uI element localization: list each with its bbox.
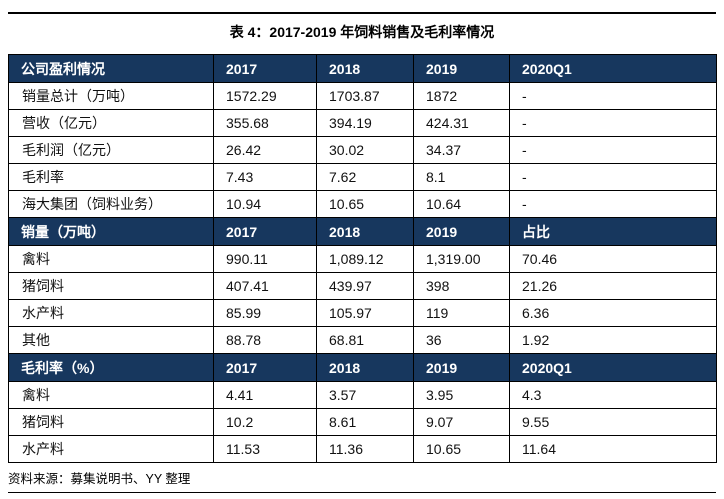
column-header: 销量（万吨） [8, 217, 214, 246]
table-row: 禽料 990.11 1,089.12 1,319.00 70.46 [8, 245, 717, 273]
table-cell: - [509, 163, 717, 191]
column-header: 2020Q1 [509, 353, 717, 382]
table-cell: 7.43 [213, 163, 317, 191]
section-header-row-volume: 销量（万吨） 2017 2018 2019 占比 [8, 217, 717, 246]
table-cell: 355.68 [213, 109, 317, 137]
table-cell: 10.65 [413, 435, 510, 463]
row-label: 猪饲料 [8, 408, 214, 436]
table-cell: 424.31 [413, 109, 510, 137]
column-header: 2017 [213, 217, 317, 246]
column-header: 2018 [316, 217, 414, 246]
table-cell: 11.36 [316, 435, 414, 463]
row-label: 禽料 [8, 245, 214, 273]
table-row: 猪饲料 10.2 8.61 9.07 9.55 [8, 408, 717, 436]
table-cell: 10.64 [413, 190, 510, 218]
table-cell: 9.07 [413, 408, 510, 436]
column-header: 2019 [413, 54, 510, 83]
column-header: 2017 [213, 54, 317, 83]
table-cell: 10.65 [316, 190, 414, 218]
column-header: 2020Q1 [509, 54, 717, 83]
table-cell: 21.26 [509, 272, 717, 300]
column-header: 公司盈利情况 [8, 54, 214, 83]
row-label: 销量总计（万吨） [8, 82, 214, 110]
table-row: 毛利润（亿元） 26.42 30.02 34.37 - [8, 136, 717, 164]
table-row: 水产料 11.53 11.36 10.65 11.64 [8, 435, 717, 463]
table-cell: - [509, 136, 717, 164]
table-cell: - [509, 109, 717, 137]
row-label: 毛利率 [8, 163, 214, 191]
table-cell: 1872 [413, 82, 510, 110]
table-cell: - [509, 82, 717, 110]
table-cell: 3.95 [413, 381, 510, 409]
row-label: 毛利润（亿元） [8, 136, 214, 164]
table-cell: 7.62 [316, 163, 414, 191]
column-header: 2019 [413, 217, 510, 246]
row-label: 水产料 [8, 299, 214, 327]
table-cell: 4.41 [213, 381, 317, 409]
column-header: 2018 [316, 54, 414, 83]
table-row: 猪饲料 407.41 439.97 398 21.26 [8, 272, 717, 300]
table-row: 禽料 4.41 3.57 3.95 4.3 [8, 381, 717, 409]
table-cell: 11.64 [509, 435, 717, 463]
table-cell: 36 [413, 326, 510, 354]
table-cell: 88.78 [213, 326, 317, 354]
table-cell: 4.3 [509, 381, 717, 409]
table-cell: 407.41 [213, 272, 317, 300]
table-row: 营收（亿元） 355.68 394.19 424.31 - [8, 109, 717, 137]
table-cell: 10.94 [213, 190, 317, 218]
row-label: 海大集团（饲料业务） [8, 190, 214, 218]
table-cell: 6.36 [509, 299, 717, 327]
table-cell: 10.2 [213, 408, 317, 436]
table-cell: 26.42 [213, 136, 317, 164]
table-cell: 1,089.12 [316, 245, 414, 273]
row-label: 其他 [8, 326, 214, 354]
table-cell: 439.97 [316, 272, 414, 300]
table-cell: 990.11 [213, 245, 317, 273]
table-cell: - [509, 190, 717, 218]
section-header-row-profit: 公司盈利情况 2017 2018 2019 2020Q1 [8, 54, 717, 83]
table-cell: 70.46 [509, 245, 717, 273]
table-cell: 3.57 [316, 381, 414, 409]
table-title: 表 4：2017-2019 年饲料销售及毛利率情况 [229, 24, 495, 40]
row-label: 水产料 [8, 435, 214, 463]
column-header: 占比 [509, 217, 717, 246]
table-row: 海大集团（饲料业务） 10.94 10.65 10.64 - [8, 190, 717, 218]
row-label: 禽料 [8, 381, 214, 409]
column-header: 2019 [413, 353, 510, 382]
column-header: 2018 [316, 353, 414, 382]
table-row: 其他 88.78 68.81 36 1.92 [8, 326, 717, 354]
table-row: 销量总计（万吨） 1572.29 1703.87 1872 - [8, 82, 717, 110]
column-header: 毛利率（%） [8, 353, 214, 382]
table-cell: 11.53 [213, 435, 317, 463]
table-cell: 119 [413, 299, 510, 327]
table-cell: 1703.87 [316, 82, 414, 110]
table-row: 水产料 85.99 105.97 119 6.36 [8, 299, 717, 327]
table-cell: 8.61 [316, 408, 414, 436]
section-header-row-margin: 毛利率（%） 2017 2018 2019 2020Q1 [8, 353, 717, 382]
table-cell: 105.97 [316, 299, 414, 327]
table-cell: 1,319.00 [413, 245, 510, 273]
column-header: 2017 [213, 353, 317, 382]
table-cell: 30.02 [316, 136, 414, 164]
source-note: 资料来源：募集说明书、YY 整理 [8, 472, 191, 486]
bottom-divider [8, 492, 716, 493]
feed-sales-table: 公司盈利情况 2017 2018 2019 2020Q1 销量总计（万吨） 15… [8, 54, 717, 463]
table-cell: 34.37 [413, 136, 510, 164]
table-cell: 398 [413, 272, 510, 300]
table-cell: 1572.29 [213, 82, 317, 110]
row-label: 猪饲料 [8, 272, 214, 300]
table-cell: 394.19 [316, 109, 414, 137]
table-cell: 8.1 [413, 163, 510, 191]
top-divider [8, 12, 716, 14]
row-label: 营收（亿元） [8, 109, 214, 137]
table-cell: 85.99 [213, 299, 317, 327]
table-cell: 68.81 [316, 326, 414, 354]
table-cell: 1.92 [509, 326, 717, 354]
table-cell: 9.55 [509, 408, 717, 436]
table-row: 毛利率 7.43 7.62 8.1 - [8, 163, 717, 191]
